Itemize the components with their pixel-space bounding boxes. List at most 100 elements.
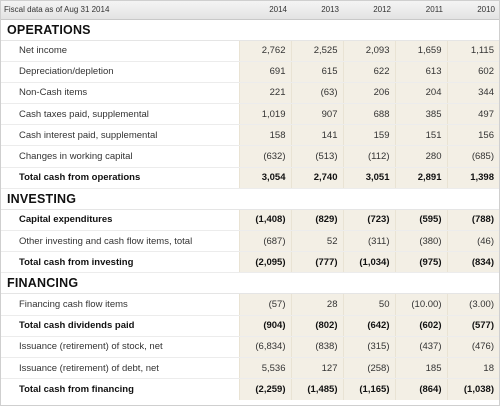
row-label: Issuance (retirement) of stock, net [1, 336, 239, 358]
value-cell: (112) [342, 145, 395, 168]
value-cell: (57) [238, 293, 291, 316]
row-label: Cash interest paid, supplemental [1, 124, 239, 147]
value-cell: 2,525 [290, 40, 343, 62]
table-row: Other investing and cash flow items, tot… [1, 230, 499, 253]
value-cell: 613 [394, 61, 447, 83]
year-header[interactable]: 2013 [291, 1, 343, 20]
table-row: Issuance (retirement) of debt, net 5,536 1… [1, 357, 499, 380]
value-cell: (1,165) [342, 378, 395, 400]
value-cell: (595) [394, 209, 447, 232]
value-cell: 2,762 [238, 40, 291, 62]
value-cell: 52 [290, 230, 343, 253]
year-header[interactable]: 2011 [395, 1, 447, 20]
table-header-row: Fiscal data as of Aug 31 2014 2014 2013 … [1, 1, 499, 20]
section-header-row: OPERATIONS [1, 19, 499, 41]
row-label: Total cash from investing [1, 251, 239, 274]
value-cell: (63) [290, 82, 343, 105]
row-label: Cash taxes paid, supplemental [1, 103, 239, 126]
year-header[interactable]: 2010 [447, 1, 499, 20]
value-cell: 615 [290, 61, 343, 83]
value-cell: 50 [342, 293, 395, 316]
table-row: Net income 2,762 2,525 2,093 1,659 1,115 [1, 40, 499, 62]
row-label: Total cash dividends paid [1, 315, 239, 337]
table-row: Total cash from financing (2,259) (1,485)(… [1, 378, 499, 400]
value-cell: 2,891 [394, 167, 447, 189]
value-cell: (10.00) [394, 293, 447, 316]
row-label: Non-Cash items [1, 82, 239, 105]
value-cell: 206 [342, 82, 395, 105]
value-cell: (2,259) [238, 378, 291, 400]
value-cell: 1,659 [394, 40, 447, 62]
year-header[interactable]: 2014 [239, 1, 291, 20]
value-cell: 28 [290, 293, 343, 316]
value-cell: 907 [290, 103, 343, 126]
value-cell: (1,038) [446, 378, 499, 400]
value-cell: (513) [290, 145, 343, 168]
value-cell: (1,485) [290, 378, 343, 400]
row-label: Changes in working capital [1, 145, 239, 168]
value-cell: 1,019 [238, 103, 291, 126]
table-row: Cash interest paid, supplemental 158 141 15… [1, 124, 499, 147]
value-cell: (2,095) [238, 251, 291, 274]
row-label: Total cash from financing [1, 378, 239, 400]
table-row: Financing cash flow items (57) 28 50 (10.00)… [1, 293, 499, 316]
value-cell: 221 [238, 82, 291, 105]
value-cell: (315) [342, 336, 395, 358]
value-cell: 280 [394, 145, 447, 168]
table-row: Changes in working capital (632) (513) (112… [1, 145, 499, 168]
value-cell: 156 [446, 124, 499, 147]
value-cell: 344 [446, 82, 499, 105]
value-cell: 385 [394, 103, 447, 126]
value-cell: 688 [342, 103, 395, 126]
value-cell: (6,834) [238, 336, 291, 358]
section-header-row: FINANCING [1, 272, 499, 295]
row-label: Total cash from operations [1, 167, 239, 189]
value-cell: 3,051 [342, 167, 395, 189]
value-cell: (834) [446, 251, 499, 274]
row-label: Issuance (retirement) of debt, net [1, 357, 239, 380]
value-cell: 158 [238, 124, 291, 147]
value-cell: 602 [446, 61, 499, 83]
value-cell: 5,536 [238, 357, 291, 380]
table-row: Non-Cash items 221 (63) 206 204 344 [1, 82, 499, 105]
table-row: Total cash from investing (2,095) (777) (1,… [1, 251, 499, 274]
value-cell: (1,408) [238, 209, 291, 232]
value-cell: (904) [238, 315, 291, 337]
value-cell: (311) [342, 230, 395, 253]
value-cell: (838) [290, 336, 343, 358]
value-cell: (788) [446, 209, 499, 232]
value-cell: (687) [238, 230, 291, 253]
table-row: Capital expenditures (1,408) (829) (723) (59… [1, 209, 499, 232]
value-cell: 2,093 [342, 40, 395, 62]
value-cell: 127 [290, 357, 343, 380]
value-cell: 2,740 [290, 167, 343, 189]
value-cell: 3,054 [238, 167, 291, 189]
value-cell: (602) [394, 315, 447, 337]
section-header-row: INVESTING [1, 188, 499, 210]
section-title: INVESTING [1, 188, 499, 210]
section-title: OPERATIONS [1, 19, 499, 41]
value-cell: 159 [342, 124, 395, 147]
table-row: Depreciation/depletion 691 615 622 613 602 [1, 61, 499, 83]
table-row: Issuance (retirement) of stock, net (6,83… [1, 336, 499, 358]
table-row: Total cash from operations 3,054 2,740 3,05… [1, 167, 499, 189]
row-label: Capital expenditures [1, 209, 239, 232]
year-header[interactable]: 2012 [343, 1, 395, 20]
value-cell: 1,398 [446, 167, 499, 189]
value-cell: (380) [394, 230, 447, 253]
value-cell: (1,034) [342, 251, 395, 274]
value-cell: (437) [394, 336, 447, 358]
fiscal-date-label: Fiscal data as of Aug 31 2014 [1, 1, 239, 20]
value-cell: (632) [238, 145, 291, 168]
row-label: Net income [1, 40, 239, 62]
table-row: Total cash dividends paid (904) (802) (642)… [1, 315, 499, 337]
value-cell: 141 [290, 124, 343, 147]
value-cell: 204 [394, 82, 447, 105]
value-cell: (975) [394, 251, 447, 274]
value-cell: 691 [238, 61, 291, 83]
value-cell: (577) [446, 315, 499, 337]
value-cell: (46) [446, 230, 499, 253]
value-cell: (723) [342, 209, 395, 232]
table-row: Cash taxes paid, supplemental 1,019 907 688… [1, 103, 499, 126]
